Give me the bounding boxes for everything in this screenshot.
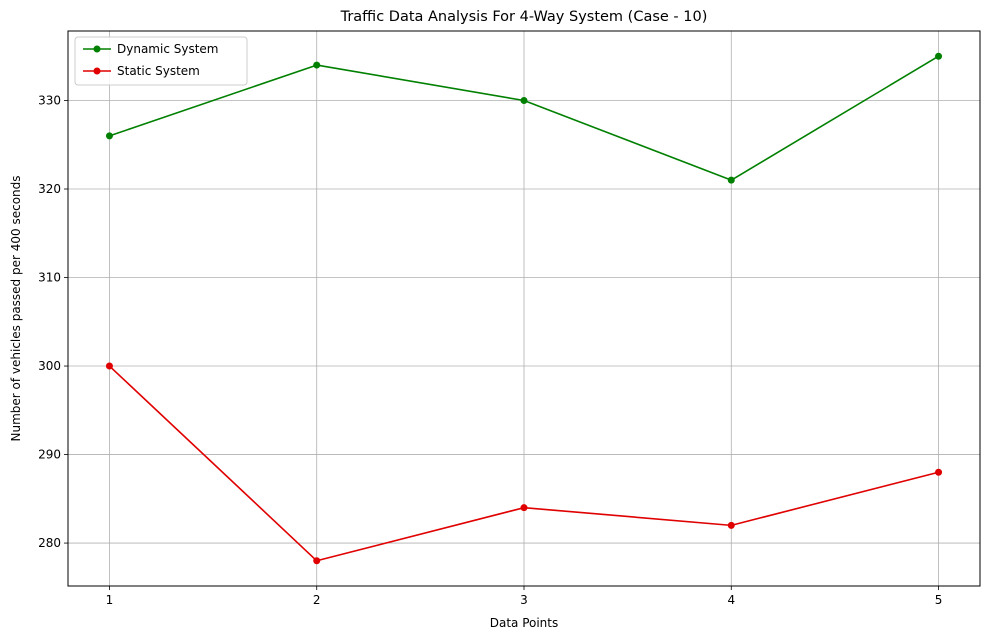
y-tick-label: 300 bbox=[38, 359, 61, 373]
x-tick-label: 1 bbox=[106, 593, 114, 607]
data-point bbox=[935, 468, 943, 476]
x-axis-title: Data Points bbox=[490, 616, 559, 630]
y-tick-label: 320 bbox=[38, 182, 61, 196]
data-point bbox=[313, 61, 321, 69]
legend-label-static: Static System bbox=[117, 64, 200, 78]
legend-label-dynamic: Dynamic System bbox=[117, 42, 218, 56]
axis-ticks: 1 2 3 4 5 280 290 300 310 320 330 bbox=[38, 93, 942, 607]
x-tick-label: 4 bbox=[727, 593, 735, 607]
legend: Dynamic System Static System bbox=[74, 36, 248, 86]
data-point bbox=[105, 132, 113, 140]
data-point bbox=[520, 96, 528, 104]
data-point bbox=[727, 176, 735, 184]
legend-marker-static bbox=[93, 67, 101, 75]
data-point bbox=[105, 362, 113, 370]
series-static-system bbox=[105, 362, 943, 565]
legend-marker-dynamic bbox=[93, 45, 101, 53]
series-layer bbox=[105, 52, 943, 565]
x-tick-label: 3 bbox=[520, 593, 528, 607]
chart-title: Traffic Data Analysis For 4-Way System (… bbox=[340, 9, 708, 25]
y-tick-label: 280 bbox=[38, 536, 61, 550]
y-tick-label: 330 bbox=[38, 93, 61, 107]
x-tick-label: 5 bbox=[935, 593, 943, 607]
y-tick-label: 310 bbox=[38, 271, 61, 285]
y-tick-label: 290 bbox=[38, 448, 61, 462]
x-tick-label: 2 bbox=[313, 593, 321, 607]
series-dynamic-system bbox=[105, 52, 943, 184]
legend-box bbox=[74, 36, 248, 86]
y-axis-title: Number of vehicles passed per 400 second… bbox=[9, 175, 23, 441]
grid-lines bbox=[68, 31, 980, 586]
data-point bbox=[313, 557, 321, 565]
data-point bbox=[727, 521, 735, 529]
data-point bbox=[520, 504, 528, 512]
data-point bbox=[935, 52, 943, 60]
